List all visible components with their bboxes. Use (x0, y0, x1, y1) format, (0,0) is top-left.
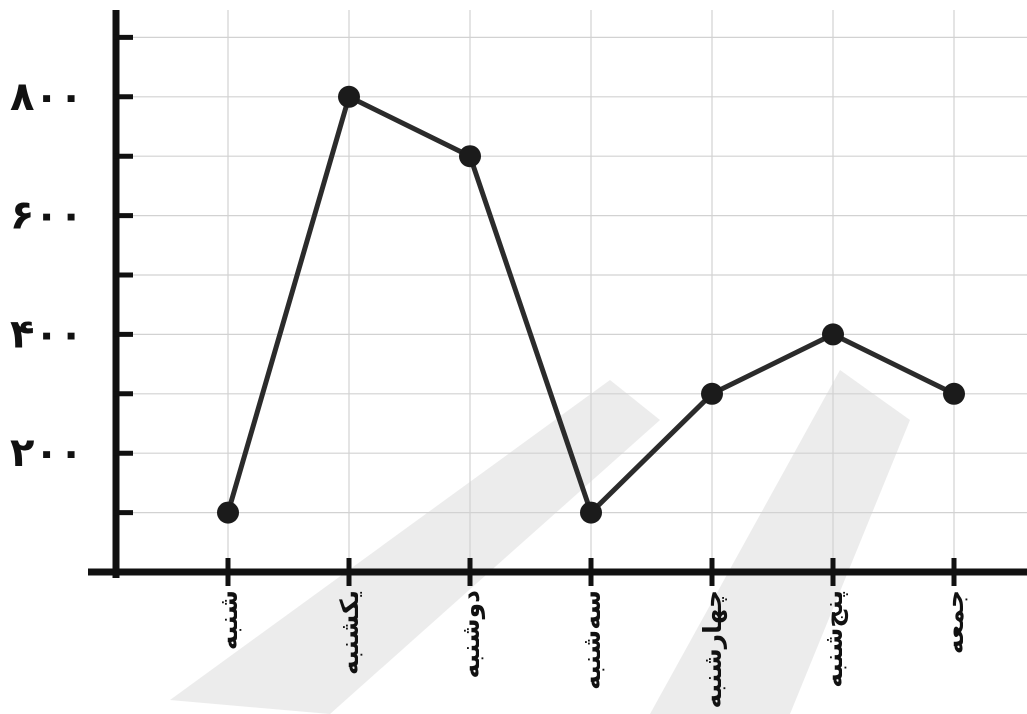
y-tick-label: ۸۰۰ (10, 74, 83, 120)
watermark-shape (170, 380, 660, 714)
x-tick-label: سه‌شنبه (577, 590, 606, 690)
watermark-shape (650, 370, 910, 714)
x-tick-label: یکشنبه (335, 590, 364, 675)
data-point (459, 145, 481, 168)
data-point (217, 501, 239, 524)
data-point (701, 382, 723, 405)
data-point (822, 323, 844, 346)
data-point (580, 501, 602, 524)
x-tick-label: دوشنبه (456, 590, 486, 679)
watermark (170, 370, 910, 714)
y-tick-label: ۲۰۰ (10, 430, 83, 476)
x-tick-label: پنج‌شنبه (819, 590, 849, 688)
data-point (943, 382, 965, 405)
x-tick-label: شنبه (214, 590, 243, 650)
data-point (338, 85, 360, 108)
x-axis-ticks: شنبه یکشنبه دوشنبه سه‌شنبه چهارشنبه پنج‌شنبه ج… (214, 558, 969, 708)
axes (88, 10, 1027, 578)
x-tick-label: چهارشنبه (698, 590, 728, 708)
y-tick-label: ۶۰۰ (10, 193, 83, 239)
series (217, 85, 965, 524)
y-axis-ticks: ۲۰۰ ۴۰۰ ۶۰۰ ۸۰۰ (10, 34, 133, 516)
y-tick-label: ۴۰۰ (10, 311, 83, 357)
x-tick-label: جمعه (940, 590, 969, 654)
